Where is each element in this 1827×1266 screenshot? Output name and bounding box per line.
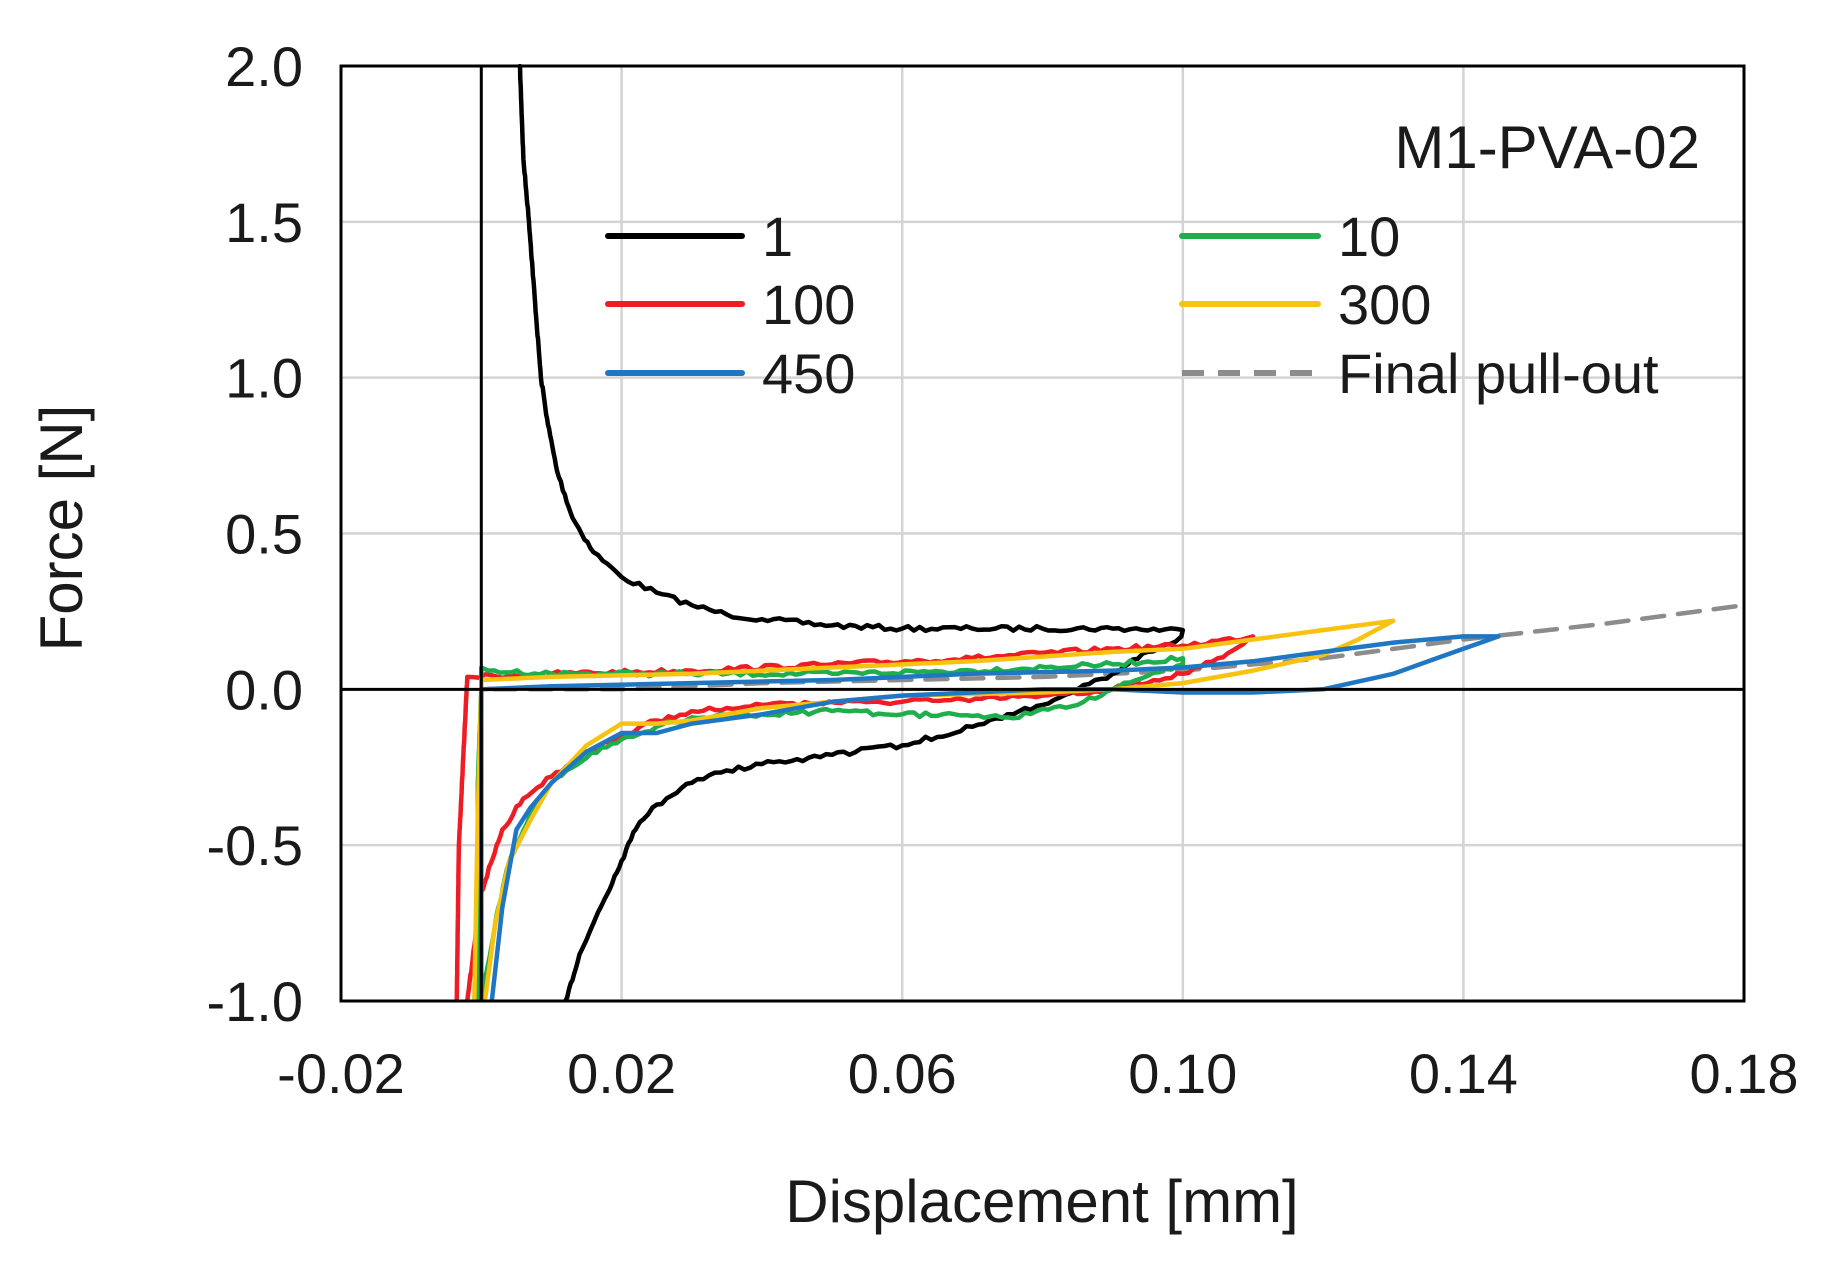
x-tick-label: 0.06 xyxy=(848,1042,957,1105)
x-tick-label: 0.10 xyxy=(1128,1042,1237,1105)
legend-label: 10 xyxy=(1338,205,1400,268)
grid-layer xyxy=(341,66,1744,1001)
legend-label: 1 xyxy=(762,205,793,268)
tick-labels: -0.02 0.02 0.06 0.10 0.14 0.18 -1.0 -0.5 0.0 0.5 1… xyxy=(207,35,1799,1105)
y-tick-label: 1.0 xyxy=(225,347,303,410)
plot-area-frame xyxy=(339,64,1746,1003)
y-tick-label: -1.0 xyxy=(207,970,304,1033)
x-tick-label: -0.02 xyxy=(277,1042,405,1105)
y-tick-label: 1.5 xyxy=(225,191,303,254)
series-line-1 xyxy=(517,64,1186,1001)
legend-label: 450 xyxy=(762,342,855,405)
x-axis-title: Displacement [mm] xyxy=(785,1168,1298,1235)
legend-label: 100 xyxy=(762,273,855,336)
y-tick-label: -0.5 xyxy=(207,814,304,877)
y-tick-label: 2.0 xyxy=(225,35,303,98)
x-tick-label: 0.18 xyxy=(1690,1042,1799,1105)
legend-label: Final pull-out xyxy=(1338,342,1659,405)
x-tick-label: 0.14 xyxy=(1409,1042,1518,1105)
y-tick-label: 0.5 xyxy=(225,503,303,566)
y-axis-title: Force [N] xyxy=(28,405,95,652)
y-tick-label: 0.0 xyxy=(225,658,303,721)
x-tick-label: 0.02 xyxy=(567,1042,676,1105)
chart-title: M1-PVA-02 xyxy=(1394,114,1700,181)
series-line-450 xyxy=(479,634,1501,1001)
series-line-300 xyxy=(472,618,1396,1001)
legend-label: 300 xyxy=(1338,273,1431,336)
